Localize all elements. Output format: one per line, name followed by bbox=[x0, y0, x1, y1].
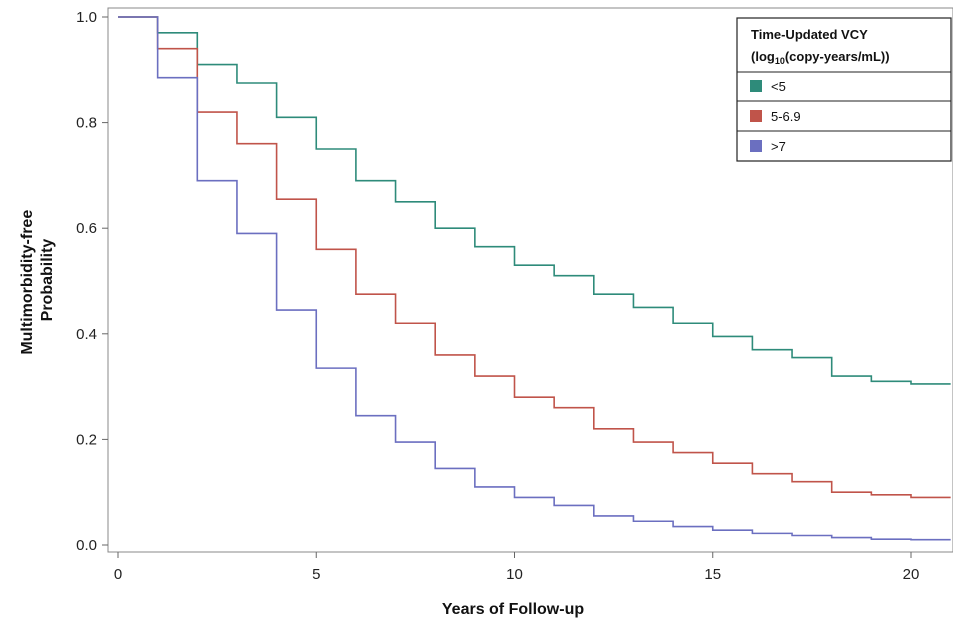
y-tick-label: 0.0 bbox=[76, 537, 97, 554]
legend-label: 5-6.9 bbox=[771, 109, 801, 124]
series-line-2 bbox=[118, 16, 951, 499]
y-tick-label: 0.6 bbox=[76, 220, 97, 237]
legend-label: >7 bbox=[771, 139, 786, 154]
y-axis-title-line2: Probability bbox=[39, 239, 56, 322]
series-line-3 bbox=[118, 16, 951, 541]
x-tick-label: 0 bbox=[114, 566, 122, 583]
legend-title-line1: Time-Updated VCY bbox=[751, 27, 868, 42]
x-axis: 0 5 10 15 20 bbox=[114, 552, 920, 583]
x-axis-title: Years of Follow-up bbox=[442, 601, 584, 618]
series-line-1 bbox=[118, 16, 951, 385]
legend: Time-Updated VCY (log10(copy-years/mL)) … bbox=[736, 17, 952, 162]
y-axis-title-line1: Multimorbidity-free bbox=[19, 210, 36, 355]
y-axis-title: Multimorbidity-free Probability bbox=[19, 205, 56, 354]
series-layer bbox=[118, 16, 951, 541]
y-tick-label: 1.0 bbox=[76, 9, 97, 26]
legend-label: <5 bbox=[771, 79, 786, 94]
legend-swatch bbox=[750, 110, 762, 122]
y-tick-label: 0.4 bbox=[76, 326, 97, 343]
legend-swatch bbox=[750, 80, 762, 92]
x-tick-label: 10 bbox=[506, 566, 523, 583]
legend-swatch bbox=[750, 140, 762, 152]
plot-frame bbox=[107, 7, 953, 553]
legend-title-line2: (log10(copy-years/mL)) bbox=[751, 49, 890, 66]
x-tick-label: 15 bbox=[704, 566, 721, 583]
x-tick-label: 5 bbox=[312, 566, 320, 583]
legend-box bbox=[736, 17, 952, 162]
x-tick-label: 20 bbox=[903, 566, 920, 583]
y-tick-label: 0.8 bbox=[76, 115, 97, 132]
y-tick-label: 0.2 bbox=[76, 431, 97, 448]
y-axis: 0.0 0.2 0.4 0.6 0.8 1.0 bbox=[76, 9, 108, 554]
